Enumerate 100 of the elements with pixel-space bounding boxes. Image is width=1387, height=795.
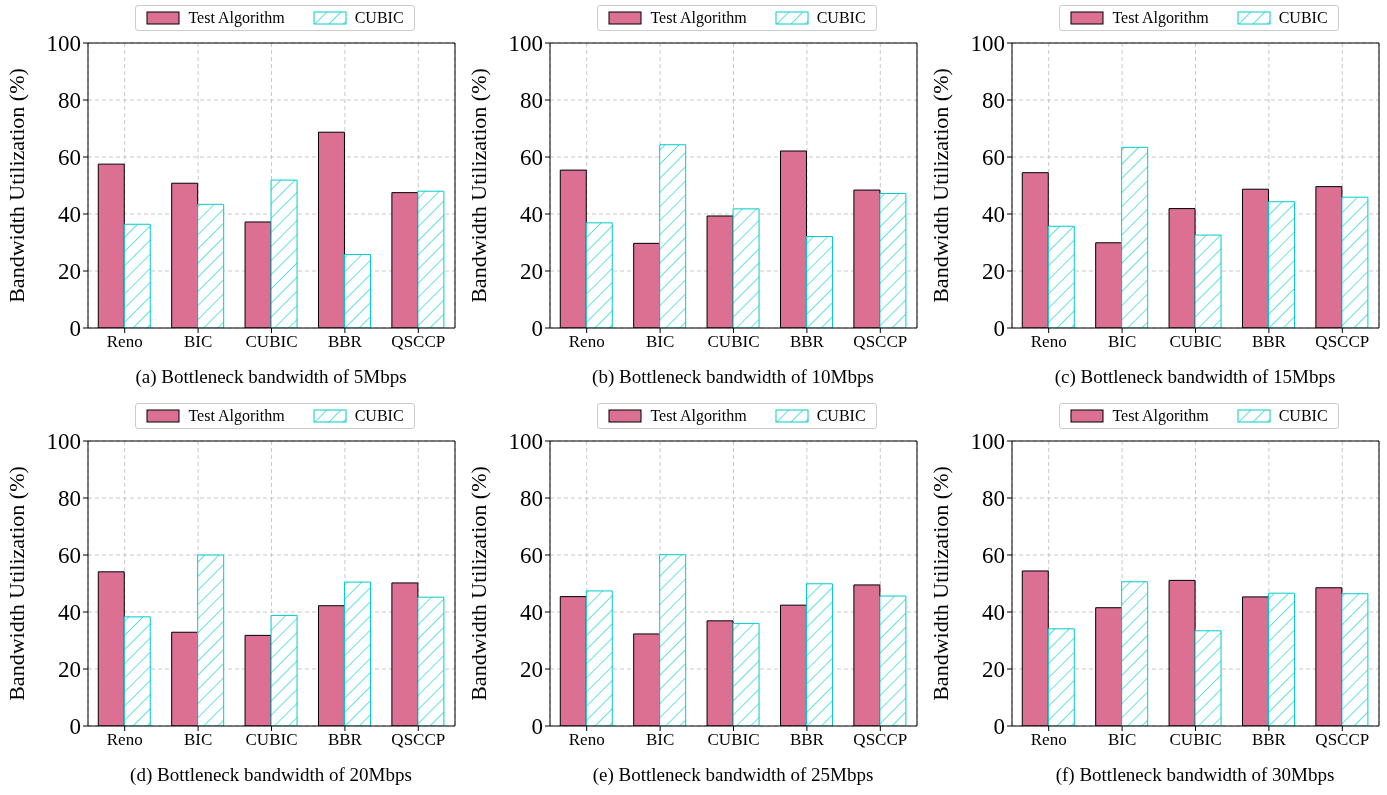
legend-label: CUBIC xyxy=(1278,9,1328,27)
x-tick-label: Reno xyxy=(568,332,605,352)
x-tick-label: Reno xyxy=(106,332,143,352)
x-tick-label: QSCCP xyxy=(1315,729,1370,749)
y-tick-label: 80 xyxy=(982,88,1005,114)
bar xyxy=(343,581,371,726)
y-tick-label: 60 xyxy=(58,542,81,568)
y-tick-label: 40 xyxy=(520,202,543,228)
y-axis-title: Bandwidth Utilization (%) xyxy=(927,68,953,303)
legend-label: CUBIC xyxy=(816,9,866,27)
bar xyxy=(585,222,613,328)
y-axis-title: Bandwidth Utilization (%) xyxy=(465,465,491,701)
legend-label: CUBIC xyxy=(816,406,866,425)
y-tick-label: 80 xyxy=(520,485,543,511)
x-tick-label: BIC xyxy=(645,729,675,749)
y-tick-label: 0 xyxy=(69,316,81,342)
y-tick-label: 40 xyxy=(58,599,81,625)
x-tick-label: BBR xyxy=(1251,729,1287,749)
bar xyxy=(197,203,225,328)
y-tick-label: 40 xyxy=(982,599,1005,625)
y-axis-title: Bandwidth Utilization (%) xyxy=(927,465,953,701)
y-tick-label: 60 xyxy=(58,145,81,171)
y-tick-label: 40 xyxy=(520,599,543,625)
bar xyxy=(659,144,687,328)
y-tick-label: 100 xyxy=(970,428,1005,454)
y-tick-label: 100 xyxy=(46,428,81,454)
x-tick-label: BIC xyxy=(1107,729,1137,749)
x-axis-title: (f) Bottleneck bandwidth of 30Mbps xyxy=(1054,763,1336,786)
x-tick-label: CUBIC xyxy=(707,729,760,749)
y-tick-label: 20 xyxy=(58,656,81,682)
bar xyxy=(1121,580,1149,726)
y-tick-label: 0 xyxy=(69,713,81,739)
x-tick-label: BBR xyxy=(327,332,363,352)
y-tick-label: 20 xyxy=(58,259,81,285)
x-tick-label: QSCCP xyxy=(391,332,446,352)
x-tick-label: BIC xyxy=(645,332,675,352)
bar xyxy=(1341,592,1369,726)
x-tick-label: QSCCP xyxy=(1315,332,1370,352)
y-tick-label: 0 xyxy=(531,713,543,739)
legend-label: Test Algorithm xyxy=(650,406,747,425)
legend-label: CUBIC xyxy=(354,406,404,425)
y-tick-label: 100 xyxy=(508,31,543,57)
bar xyxy=(879,192,907,328)
bar xyxy=(1121,146,1149,328)
x-tick-label: CUBIC xyxy=(245,332,298,352)
y-tick-label: 40 xyxy=(982,202,1005,228)
x-tick-label: Reno xyxy=(568,729,605,749)
bar xyxy=(1047,627,1075,726)
bar xyxy=(417,190,445,328)
y-tick-label: 100 xyxy=(46,31,81,57)
x-tick-label: CUBIC xyxy=(1169,729,1222,749)
bar xyxy=(270,179,298,328)
x-axis-title: (c) Bottleneck bandwidth of 15Mbps xyxy=(1053,366,1337,388)
y-tick-label: 100 xyxy=(508,428,543,454)
bar xyxy=(123,223,151,328)
y-tick-label: 100 xyxy=(970,31,1005,57)
x-tick-label: BBR xyxy=(1251,332,1287,352)
bar xyxy=(197,554,225,726)
bar xyxy=(417,596,445,726)
x-tick-label: BIC xyxy=(183,332,213,352)
legend-label: Test Algorithm xyxy=(1112,406,1209,425)
x-tick-label: QSCCP xyxy=(391,729,446,749)
bar xyxy=(1267,201,1295,328)
y-tick-label: 40 xyxy=(58,202,81,228)
bar xyxy=(659,553,687,726)
x-axis-title: (b) Bottleneck bandwidth of 10Mbps xyxy=(591,366,875,388)
y-axis-title: Bandwidth Utilization (%) xyxy=(3,68,29,303)
y-tick-label: 80 xyxy=(58,88,81,114)
x-tick-label: BIC xyxy=(183,729,213,749)
x-tick-label: CUBIC xyxy=(707,332,760,352)
legend-label: Test Algorithm xyxy=(188,406,285,425)
x-tick-label: BBR xyxy=(789,332,825,352)
bar xyxy=(732,208,760,328)
bar xyxy=(343,253,371,328)
y-tick-label: 0 xyxy=(531,316,543,342)
legend-label: Test Algorithm xyxy=(650,9,747,27)
y-tick-label: 20 xyxy=(982,656,1005,682)
legend-label: CUBIC xyxy=(1278,406,1328,425)
bar xyxy=(585,589,613,726)
bar xyxy=(805,236,833,328)
bar xyxy=(805,582,833,726)
legend-label: Test Algorithm xyxy=(1112,9,1209,27)
bar xyxy=(732,622,760,726)
bar xyxy=(1341,196,1369,328)
x-tick-label: BIC xyxy=(1107,332,1137,352)
x-tick-label: QSCCP xyxy=(853,729,908,749)
bar xyxy=(1194,629,1222,726)
x-tick-label: Reno xyxy=(1030,332,1067,352)
bar xyxy=(1194,234,1222,328)
x-axis-title: (e) Bottleneck bandwidth of 25Mbps xyxy=(591,763,875,786)
legend-label: Test Algorithm xyxy=(188,9,285,27)
bar xyxy=(270,614,298,726)
bar xyxy=(1267,592,1295,726)
x-axis-title: (d) Bottleneck bandwidth of 20Mbps xyxy=(129,763,413,786)
y-tick-label: 80 xyxy=(520,88,543,114)
legend-label: CUBIC xyxy=(354,9,404,27)
bar xyxy=(879,595,907,726)
y-tick-label: 60 xyxy=(982,145,1005,171)
x-tick-label: BBR xyxy=(327,729,363,749)
x-tick-label: QSCCP xyxy=(853,332,908,352)
